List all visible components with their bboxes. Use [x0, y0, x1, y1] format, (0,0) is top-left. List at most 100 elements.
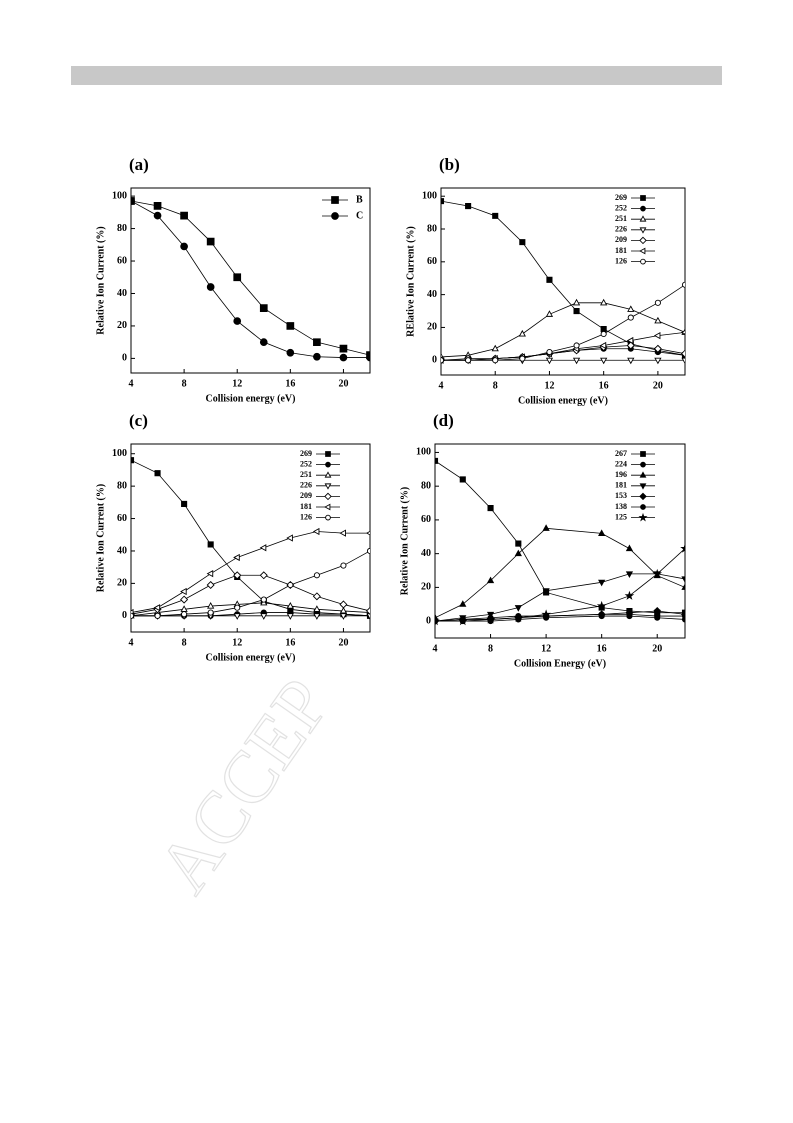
x-tick-label: 20	[338, 378, 348, 389]
marker	[519, 239, 526, 246]
marker	[519, 355, 526, 362]
marker	[324, 503, 331, 511]
x-tick-label: 12	[544, 380, 554, 391]
marker	[286, 613, 294, 620]
series-line	[441, 284, 685, 361]
legend-label: 269	[615, 193, 627, 202]
marker	[600, 357, 608, 365]
marker	[465, 202, 472, 210]
y-tick-label: 0	[432, 355, 437, 366]
y-tick-label: 20	[117, 578, 127, 589]
marker	[260, 613, 268, 620]
plot-area	[441, 198, 685, 365]
x-tick-label: 12	[541, 643, 551, 654]
marker	[131, 612, 135, 619]
marker	[259, 571, 268, 580]
marker	[598, 613, 605, 620]
marker	[626, 613, 633, 620]
y-tick-label: 40	[117, 545, 127, 556]
y-tick-label: 40	[117, 288, 127, 299]
series-line	[131, 200, 370, 358]
legend-label: 269	[300, 449, 312, 458]
series-line	[435, 573, 685, 622]
series-line	[131, 200, 370, 356]
marker	[325, 514, 331, 521]
x-tick-label: 4	[129, 378, 134, 389]
marker	[339, 606, 348, 614]
x-axis-label: Collision energy (eV)	[206, 652, 296, 663]
marker	[639, 215, 647, 222]
marker	[573, 307, 580, 315]
plot-area	[131, 457, 370, 620]
marker	[366, 547, 370, 554]
marker	[181, 611, 188, 618]
marker	[324, 471, 332, 478]
marker	[626, 341, 635, 350]
marker	[639, 483, 647, 490]
marker	[486, 576, 495, 584]
series-line	[435, 548, 685, 622]
series-line	[131, 459, 370, 617]
marker	[153, 604, 161, 612]
legend-label: 226	[300, 481, 312, 490]
series-line	[131, 574, 370, 615]
marker	[234, 604, 241, 611]
marker	[441, 198, 445, 205]
y-tick-label: 100	[416, 447, 431, 458]
marker	[545, 310, 554, 317]
marker	[287, 582, 294, 588]
legend-label: C	[356, 210, 363, 221]
marker	[653, 332, 661, 340]
x-tick-label: 8	[493, 380, 498, 391]
plot-area	[435, 457, 685, 626]
marker	[514, 549, 522, 557]
plot-frame	[440, 187, 686, 376]
marker	[365, 606, 370, 615]
series-line	[435, 460, 685, 614]
legend-label: 209	[615, 235, 627, 244]
marker	[206, 283, 215, 291]
marker	[233, 553, 240, 562]
y-tick-label: 80	[117, 480, 127, 491]
marker	[492, 212, 499, 219]
legend-label: 181	[300, 502, 312, 511]
marker	[131, 457, 135, 464]
marker	[457, 616, 468, 626]
marker	[680, 349, 685, 358]
marker	[325, 451, 331, 457]
legend-label: 267	[615, 449, 627, 458]
y-tick-label: 20	[117, 320, 127, 331]
legend-label: 209	[300, 491, 312, 500]
marker	[485, 614, 496, 624]
legend-label: 224	[615, 459, 627, 468]
legend-label: 251	[615, 214, 627, 223]
y-tick-label: 60	[421, 514, 431, 525]
marker	[435, 616, 440, 626]
marker	[654, 614, 661, 621]
marker	[154, 612, 161, 619]
x-tick-label: 20	[652, 643, 662, 654]
marker	[181, 500, 188, 508]
marker	[286, 602, 294, 609]
y-tick-label: 60	[427, 256, 437, 267]
marker	[681, 576, 685, 584]
marker	[654, 357, 662, 365]
y-tick-label: 100	[112, 448, 127, 459]
marker	[600, 331, 607, 337]
x-tick-label: 8	[182, 637, 187, 648]
y-tick-label: 80	[427, 223, 437, 234]
marker	[207, 541, 214, 548]
y-tick-label: 0	[122, 353, 127, 364]
marker	[366, 613, 370, 620]
y-axis-label: RElative Ion Current (%)	[405, 226, 416, 337]
marker	[324, 483, 332, 490]
marker	[286, 534, 293, 542]
marker	[599, 341, 607, 350]
marker	[627, 314, 634, 321]
x-tick-label: 16	[285, 378, 295, 389]
marker	[546, 349, 553, 356]
marker	[514, 605, 522, 612]
x-tick-label: 4	[433, 643, 438, 654]
plot-frame	[130, 187, 371, 374]
